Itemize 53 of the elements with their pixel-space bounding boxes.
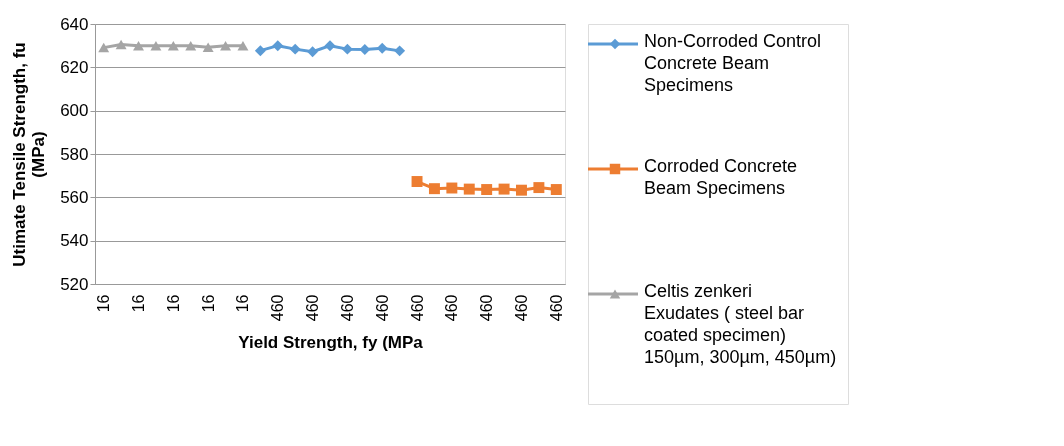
x-tick-label: 460	[478, 294, 496, 322]
y-axis-title: Utimate Tensile Strength, fu (MPa)	[10, 42, 49, 267]
point	[498, 183, 510, 195]
x-tick-label: 16	[164, 294, 182, 313]
point	[202, 42, 214, 52]
point	[254, 45, 266, 57]
legend-label: Non-Corroded Control Concrete Beam Specimens	[644, 31, 822, 95]
point	[394, 45, 406, 57]
x-tick-label: 460	[373, 294, 391, 322]
x-tick-label: 460	[547, 294, 565, 322]
point	[463, 183, 475, 195]
y-tick-label: 600	[60, 101, 89, 121]
legend-label: Corroded Concrete Beam Specimens	[644, 156, 798, 198]
x-tick-label: 460	[443, 294, 461, 322]
point	[237, 40, 249, 51]
x-tick-label: 460	[512, 294, 530, 322]
point	[359, 44, 371, 56]
point	[411, 176, 423, 187]
point	[446, 182, 458, 194]
point	[98, 42, 110, 53]
point	[307, 46, 319, 58]
legend-label: Celtis zenkeri Exudates ( steel bar coated specimen) 150µm, 300µm, 450µm)	[644, 281, 837, 367]
x-tick-label: 460	[304, 294, 322, 322]
y-tick-label: 640	[60, 14, 89, 34]
point	[150, 40, 162, 51]
y-tick-label: 580	[60, 144, 89, 164]
x-tick-label: 16	[234, 294, 252, 313]
point	[289, 43, 301, 55]
point	[341, 43, 353, 55]
point	[324, 40, 336, 52]
y-tick-label: 540	[60, 231, 89, 251]
point	[533, 182, 545, 194]
y-tick-label: 520	[60, 274, 89, 294]
x-tick-label: 460	[269, 294, 287, 322]
x-tick-label: 16	[95, 294, 113, 313]
point	[481, 184, 493, 196]
point	[167, 40, 179, 51]
x-tick-label: 16	[130, 294, 148, 313]
x-tick-label: 460	[338, 294, 356, 322]
point	[220, 40, 232, 51]
point	[428, 183, 440, 195]
point	[185, 40, 197, 51]
x-axis-title: Yield Strength, fy (MPa	[238, 333, 424, 353]
y-tick-label: 560	[60, 187, 89, 207]
point	[376, 42, 388, 54]
point	[516, 184, 527, 196]
y-tick-label: 620	[60, 57, 89, 77]
point	[115, 39, 127, 50]
x-tick-label: 460	[408, 294, 426, 322]
point	[272, 40, 284, 52]
point	[133, 40, 144, 51]
x-tick-label: 16	[199, 294, 217, 313]
point	[550, 184, 562, 196]
